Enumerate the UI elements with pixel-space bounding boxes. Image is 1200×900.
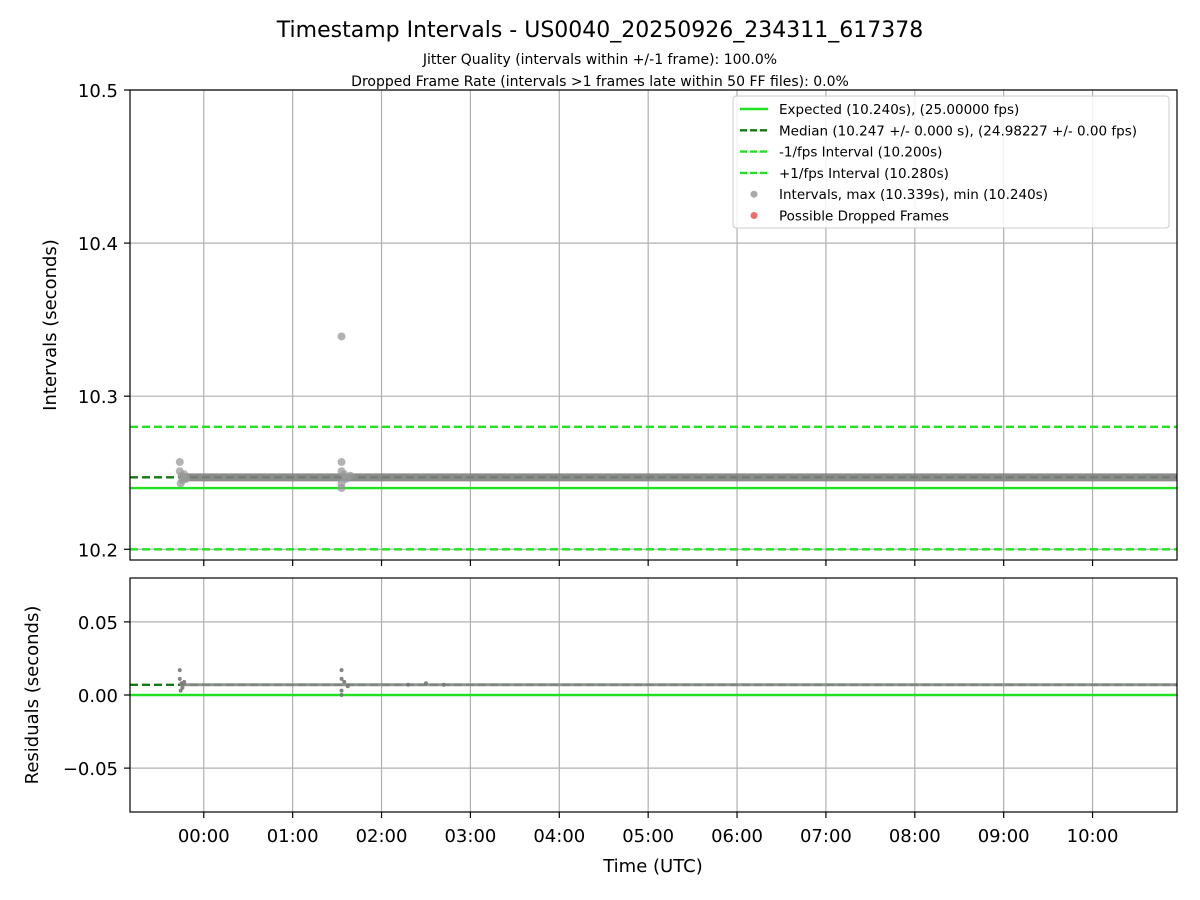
bottom-series-0-point xyxy=(339,688,344,693)
residuals-panel: −0.05 0.00 0.05 00:00 01:00 02:00 03:00 04:00 05… xyxy=(63,577,1178,847)
top-series-0-point xyxy=(337,484,346,493)
bottom-y-tick-label: 0.05 xyxy=(78,613,118,634)
bottom-series-0-point xyxy=(339,676,344,681)
bottom-series-0-point xyxy=(177,676,182,681)
legend-entry-label: Median (10.247 +/- 0.000 s), (24.98227 +… xyxy=(779,123,1137,139)
top-series-0-point xyxy=(346,471,355,480)
x-axis-label: Time (UTC) xyxy=(602,856,703,877)
top-series-0-point xyxy=(181,474,190,483)
bottom-x-tick-label: 10:00 xyxy=(1067,826,1119,847)
bottom-series-0-point xyxy=(339,668,344,673)
chart-subtitle-jitter: Jitter Quality (intervals within +/-1 fr… xyxy=(422,52,777,68)
top-y-tick-label: 10.2 xyxy=(78,540,118,561)
bottom-x-tick-label: 02:00 xyxy=(356,826,408,847)
bottom-y-tick-label: 0.00 xyxy=(78,686,118,707)
bottom-x-tick-label: 08:00 xyxy=(889,826,941,847)
legend-entry-label: +1/fps Interval (10.280s) xyxy=(779,166,949,182)
bottom-y-tick-label: −0.05 xyxy=(63,759,118,780)
top-series-0-point xyxy=(175,458,184,467)
bottom-x-tick-label: 00:00 xyxy=(178,826,230,847)
legend-entry-label: Intervals, max (10.339s), min (10.240s) xyxy=(779,187,1048,203)
bottom-series-0-point xyxy=(441,682,446,687)
bottom-series-0-point xyxy=(182,679,187,684)
bottom-series-0-point xyxy=(178,688,183,693)
chart-legend: Expected (10.240s), (25.00000 fps) Median… xyxy=(732,95,1170,229)
bottom-series-0-point xyxy=(177,668,182,673)
legend-entry-label: Possible Dropped Frames xyxy=(779,209,949,225)
legend-marker-swatch xyxy=(750,190,758,198)
bottom-x-tick-label: 03:00 xyxy=(444,826,496,847)
chart-title: Timestamp Intervals - US0040_20250926_23… xyxy=(276,18,923,43)
top-axes-frame xyxy=(129,89,1178,561)
top-y-tick-label: 10.5 xyxy=(78,81,118,102)
chart-subtitle-dropped: Dropped Frame Rate (intervals >1 frames … xyxy=(351,74,849,90)
bottom-x-tick-label: 07:00 xyxy=(800,826,852,847)
intervals-panel: 10.2 10.3 10.4 10.5 xyxy=(78,81,1178,566)
bottom-series-0-point xyxy=(342,679,347,684)
bottom-series-0-point xyxy=(406,682,411,687)
top-series-0-point xyxy=(337,458,346,467)
top-y-axis-label: Intervals (seconds) xyxy=(40,239,61,411)
legend-marker-swatch xyxy=(750,212,758,219)
bottom-x-tick-label: 06:00 xyxy=(711,826,763,847)
legend-entry-label: -1/fps Interval (10.200s) xyxy=(779,145,942,161)
top-y-tick-label: 10.3 xyxy=(78,387,118,408)
bottom-series-0-point xyxy=(345,684,350,689)
bottom-series-0-point xyxy=(423,681,428,686)
legend-box xyxy=(732,95,1170,229)
bottom-series-0-point xyxy=(339,693,344,697)
top-series-0-point xyxy=(337,332,346,341)
bottom-x-tick-label: 05:00 xyxy=(622,826,674,847)
bottom-x-tick-label: 09:00 xyxy=(978,826,1030,847)
top-y-tick-label: 10.4 xyxy=(78,234,118,255)
bottom-x-tick-label: 01:00 xyxy=(267,826,319,847)
bottom-series-0-point xyxy=(180,685,185,690)
legend-entry-label: Expected (10.240s), (25.00000 fps) xyxy=(779,102,1019,118)
bottom-x-tick-label: 04:00 xyxy=(533,826,585,847)
bottom-y-axis-label: Residuals (seconds) xyxy=(22,606,43,785)
